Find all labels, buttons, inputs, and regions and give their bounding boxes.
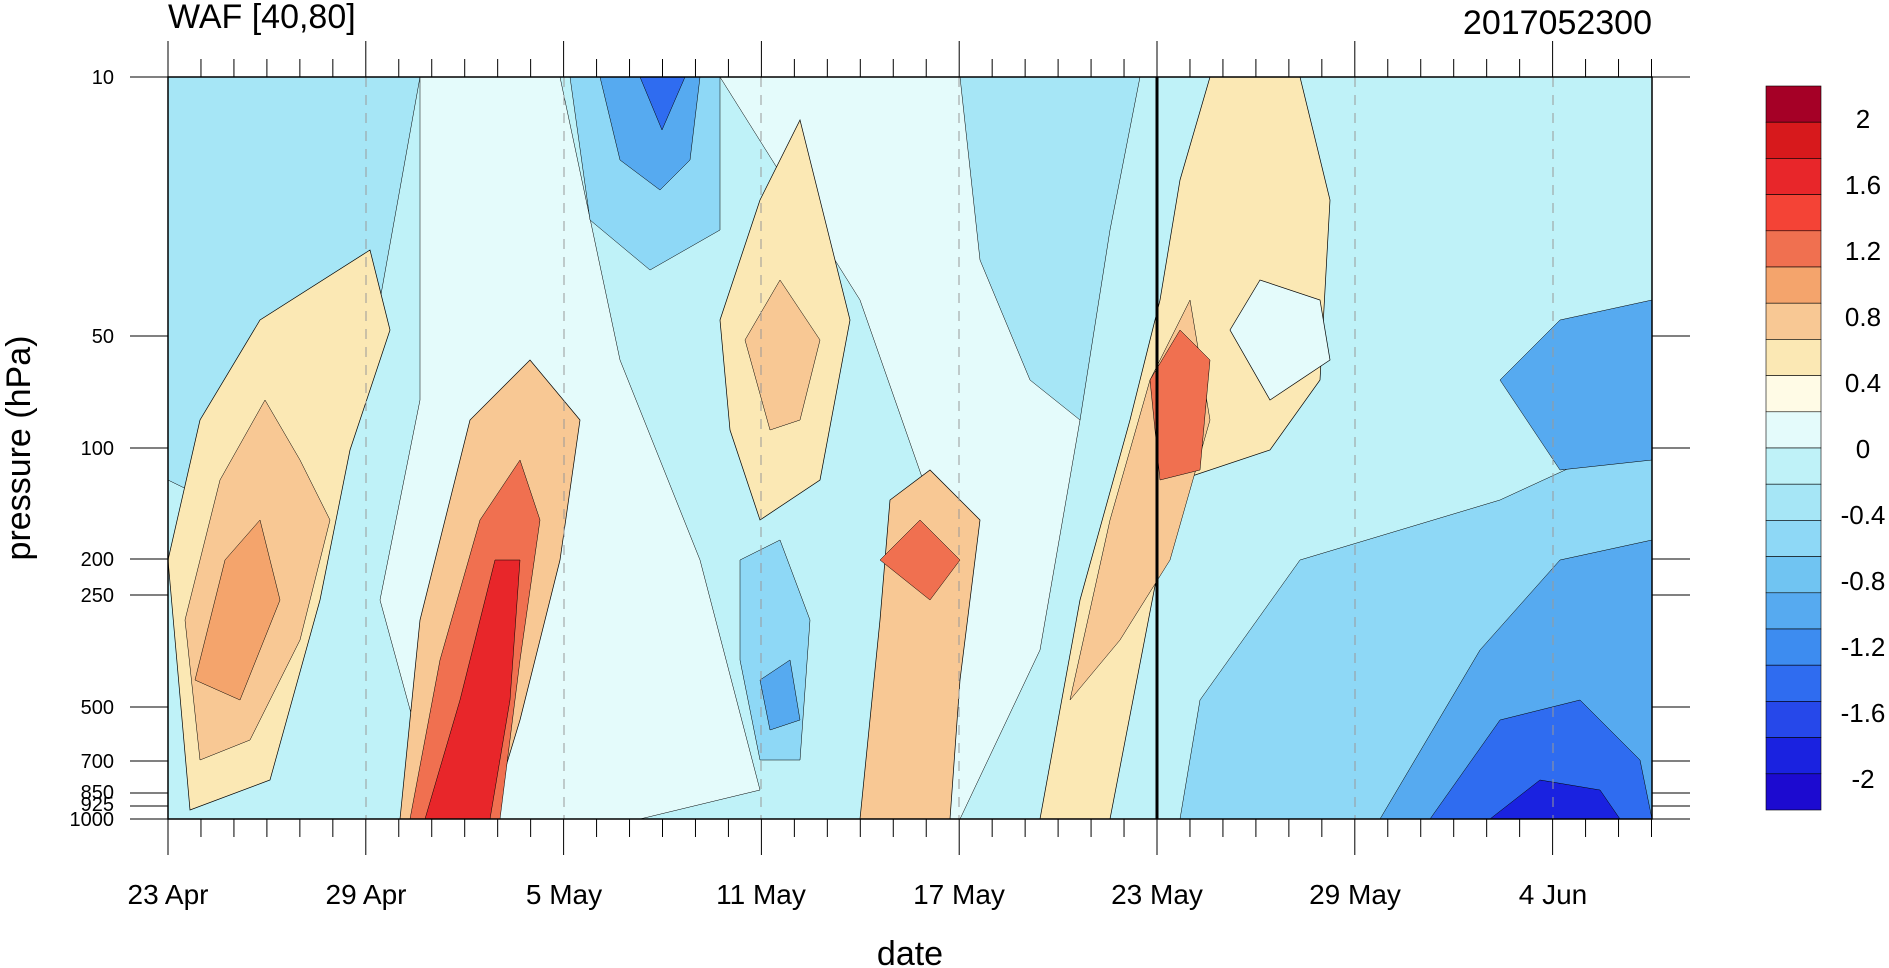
x-axis-ticks xyxy=(167,41,1652,855)
y-tick-labels: 10 50 100 200 250 500 700 850 925 1000 xyxy=(70,67,115,831)
colorbar-label: 2 xyxy=(1856,104,1870,134)
x-tick-label: 17 May xyxy=(913,879,1005,910)
y-tick-label: 850 xyxy=(81,782,114,804)
colorbar-swatch xyxy=(1765,483,1822,521)
colorbar-swatch xyxy=(1765,411,1822,449)
y-tick-label: 1000 xyxy=(70,809,115,831)
chart-title-left: WAF [40,80] xyxy=(168,0,356,36)
x-tick-label: 23 May xyxy=(1111,879,1203,910)
colorbar-swatch xyxy=(1765,302,1822,340)
x-tick-label: 5 May xyxy=(526,879,602,910)
colorbar-swatch xyxy=(1765,773,1822,811)
colorbar-swatch xyxy=(1765,339,1822,376)
colorbar xyxy=(1765,85,1822,811)
colorbar-swatch xyxy=(1765,158,1822,195)
colorbar-labels: 2 1.6 1.2 0.8 0.4 0 -0.4 -0.8 -1.2 -1.6 … xyxy=(1841,104,1886,794)
colorbar-swatch xyxy=(1765,375,1822,413)
colorbar-label: -0.8 xyxy=(1841,566,1886,596)
colorbar-label: 1.6 xyxy=(1845,170,1881,200)
y-tick-label: 250 xyxy=(81,585,114,607)
contour-field xyxy=(168,77,1652,819)
x-tick-label: 11 May xyxy=(716,879,806,910)
x-axis-label: date xyxy=(877,935,943,968)
x-tick-label: 29 Apr xyxy=(326,879,407,910)
y-tick-label: 10 xyxy=(92,67,114,89)
colorbar-label: -0.4 xyxy=(1841,500,1886,530)
y-tick-label: 925 xyxy=(81,794,114,816)
colorbar-label: -2 xyxy=(1851,764,1874,794)
x-tick-label: 29 May xyxy=(1309,879,1401,910)
colorbar-swatch xyxy=(1765,85,1822,123)
colorbar-swatch xyxy=(1765,194,1822,232)
y-axis-ticks xyxy=(130,76,1690,820)
colorbar-label: -1.2 xyxy=(1841,632,1886,662)
y-axis-label: pressure (hPa) xyxy=(0,336,38,561)
x-tick-label: 23 Apr xyxy=(128,879,209,910)
y-tick-label: 700 xyxy=(81,751,114,773)
colorbar-label: 0.4 xyxy=(1845,368,1881,398)
chart-title-right: 2017052300 xyxy=(1463,4,1652,42)
y-tick-label: 100 xyxy=(81,438,114,460)
x-tick-label: 4 Jun xyxy=(1519,879,1588,910)
x-tick-labels: 23 Apr 29 Apr 5 May 11 May 17 May 23 May… xyxy=(128,879,1588,910)
colorbar-swatch xyxy=(1765,266,1822,304)
y-tick-label: 200 xyxy=(81,549,114,571)
colorbar-swatch xyxy=(1765,737,1822,775)
colorbar-swatch xyxy=(1765,556,1822,594)
colorbar-swatch xyxy=(1765,230,1822,268)
colorbar-swatch xyxy=(1765,447,1822,485)
colorbar-label: 0 xyxy=(1856,434,1870,464)
colorbar-swatch xyxy=(1765,701,1822,738)
colorbar-label: 0.8 xyxy=(1845,302,1881,332)
y-tick-label: 500 xyxy=(81,697,114,719)
colorbar-swatch xyxy=(1765,664,1822,702)
colorbar-swatch xyxy=(1765,628,1822,666)
colorbar-swatch xyxy=(1765,121,1822,159)
colorbar-swatch xyxy=(1765,592,1822,630)
colorbar-label: 1.2 xyxy=(1845,236,1881,266)
colorbar-swatch xyxy=(1765,520,1822,557)
colorbar-label: -1.6 xyxy=(1841,698,1886,728)
y-tick-label: 50 xyxy=(92,326,114,348)
